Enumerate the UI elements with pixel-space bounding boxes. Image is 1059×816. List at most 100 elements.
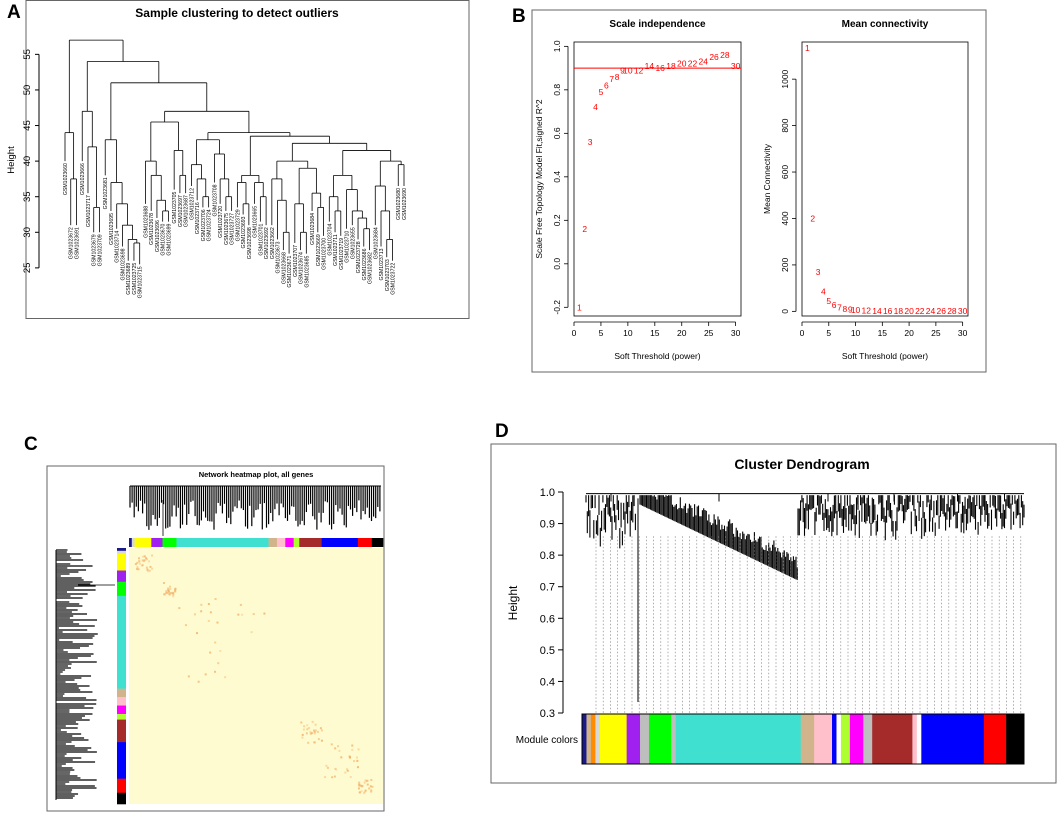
panel-c-module-strip-left bbox=[117, 570, 126, 583]
panel-a-leaf-label: GSM1023693 bbox=[241, 216, 247, 248]
panel-b-point-label: 30 bbox=[731, 61, 741, 71]
panel-a-leaf-label: GSM1023690 bbox=[402, 188, 408, 220]
panel-d-module-color-segment bbox=[586, 714, 592, 764]
panel-c-heat-cell bbox=[369, 785, 372, 788]
panel-b-point-label: 12 bbox=[634, 65, 644, 75]
panel-a-leaf-label: GSM1023669 bbox=[316, 234, 322, 266]
panel-b-y-tick-label: 0.2 bbox=[552, 214, 562, 226]
panel-c-heat-cell bbox=[167, 590, 170, 593]
panel-c-heat-cell bbox=[214, 670, 217, 673]
panel-c-heat-cell bbox=[330, 743, 333, 746]
panel-b-x-tick-label: 15 bbox=[650, 328, 660, 338]
panel-b-plot-title: Mean connectivity bbox=[842, 19, 929, 30]
panel-d-module-color-segment bbox=[648, 714, 672, 764]
panel-c-heat-cell bbox=[200, 610, 203, 613]
panel-b-y-tick-label: 800 bbox=[780, 118, 790, 132]
panel-c-heat-cell bbox=[312, 729, 315, 732]
panel-a-leaf-label: GSM1023713 bbox=[379, 248, 385, 280]
panel-a-leaf-label: GSM1023687 bbox=[184, 195, 190, 227]
panel-c-heat-cell bbox=[351, 748, 354, 751]
panel-c-heat-cell bbox=[324, 776, 327, 779]
panel-c-heat-cell bbox=[145, 558, 148, 561]
panel-a-leaf-label: GSM1023720 bbox=[218, 206, 224, 238]
panel-c-heat-cell bbox=[134, 563, 137, 566]
panel-a-leaf-label: GSM1023670 bbox=[161, 224, 167, 256]
panel-a-y-label: Height bbox=[6, 146, 17, 174]
panel-a-leaf-label: GSM1023666 bbox=[80, 163, 86, 195]
panel-c-module-strip-top bbox=[129, 538, 133, 547]
panel-d-frame bbox=[490, 443, 1057, 784]
panel-c-heat-cell bbox=[172, 593, 175, 596]
panel-a-y-tick-label: 30 bbox=[22, 227, 33, 238]
panel-b-point-label: 24 bbox=[699, 57, 709, 67]
panel-c-heat-cell bbox=[219, 649, 222, 652]
panel-c: Network heatmap plot, all genes bbox=[46, 465, 385, 812]
panel-b-point-label: 20 bbox=[904, 306, 914, 316]
panel-c-heat-cell bbox=[146, 568, 149, 571]
panel-c-heat-cell bbox=[357, 787, 360, 790]
panel-c-heat-cell bbox=[195, 632, 198, 635]
panel-c-heat-cell bbox=[148, 560, 151, 563]
panel-c-heat-cell bbox=[169, 591, 172, 594]
panel-a-leaf-label: GSM1023672 bbox=[69, 227, 75, 259]
panel-b-point-label: 4 bbox=[821, 287, 826, 297]
panel-a-leaf-label: GSM1023697 bbox=[178, 195, 184, 227]
panel-c-heat-cell bbox=[346, 769, 349, 772]
panel-d-module-color-segment bbox=[849, 714, 864, 764]
panel-a-leaf-label: GSM1023662 bbox=[270, 227, 276, 259]
panel-c-module-strip-top bbox=[131, 538, 135, 547]
panel-d-module-color-segment bbox=[595, 714, 601, 764]
panel-a-leaf-label: GSM1023727 bbox=[230, 213, 236, 245]
panel-a-leaf-label: GSM1023682 bbox=[368, 252, 374, 284]
panel-c-heat-cell bbox=[363, 791, 366, 794]
panel-d-module-bar-frame bbox=[581, 713, 1025, 765]
panel-a-leaf-label: GSM1023703 bbox=[385, 259, 391, 291]
panel-a-leaf-label: GSM1023674 bbox=[299, 252, 305, 284]
panel-c-heat-cell bbox=[163, 593, 166, 596]
panel-b-point-label: 26 bbox=[709, 52, 719, 62]
panel-letter-d: D bbox=[495, 421, 509, 442]
panel-a-y-tick-label: 35 bbox=[22, 191, 33, 202]
panel-c-heat-cell bbox=[165, 591, 168, 594]
panel-c-heat-cell bbox=[301, 733, 304, 736]
panel-c-heat-cell bbox=[300, 721, 303, 724]
panel-a-leaf-label: GSM1023698 bbox=[120, 248, 126, 280]
panel-c-heat-cell bbox=[356, 766, 359, 769]
panel-c-heat-cell bbox=[169, 587, 172, 590]
panel-c-heat-cell bbox=[368, 787, 371, 790]
panel-b-y-tick-label: -0.2 bbox=[552, 300, 562, 315]
panel-c-module-strip-top bbox=[371, 538, 384, 547]
panel-c-heat-cell bbox=[169, 585, 172, 588]
panel-b-y-tick-label: 0.8 bbox=[552, 84, 562, 96]
panel-b-x-tick-label: 5 bbox=[826, 328, 831, 338]
panel-a-leaf-label: GSM1023699 bbox=[166, 224, 172, 256]
panel-a-leaf-label: GSM1023675 bbox=[224, 213, 230, 245]
panel-c-heat-cell bbox=[306, 728, 309, 731]
panel-a-leaf-label: GSM1023673 bbox=[276, 241, 282, 273]
panel-a-leaf-label: GSM1023728 bbox=[356, 241, 362, 273]
panel-c-heat-cell bbox=[358, 781, 361, 784]
panel-d-module-color-segment bbox=[912, 714, 918, 764]
panel-b-point-label: 10 bbox=[623, 65, 633, 75]
panel-c-heat-cell bbox=[358, 783, 361, 786]
panel-a-leaf-label: GSM1023715 bbox=[138, 266, 144, 298]
panel-a-leaf-label: GSM1023686 bbox=[362, 248, 368, 280]
panel-c-module-strip-top bbox=[276, 538, 286, 547]
panel-b-point-label: 1 bbox=[805, 43, 810, 53]
panel-c-heat-cell bbox=[148, 569, 151, 572]
panel-b-point-label: 2 bbox=[810, 213, 815, 223]
panel-a-leaf-label: GSM1023681 bbox=[103, 177, 109, 209]
panel-a-y-tick-label: 25 bbox=[22, 263, 33, 274]
panel-c-heat-cell bbox=[165, 591, 168, 594]
panel-b-x-label: Soft Threshold (power) bbox=[842, 351, 928, 361]
panel-b-point-label: 14 bbox=[872, 306, 882, 316]
panel-a-leaf-label: GSM1023685 bbox=[304, 256, 310, 288]
panel-c-heat-cell bbox=[172, 595, 175, 598]
panel-c-module-strip-left bbox=[117, 719, 126, 743]
panel-b-point-label: 6 bbox=[832, 300, 837, 310]
panel-c-module-strip-left bbox=[117, 792, 126, 805]
panel-a-y-tick-label: 55 bbox=[22, 49, 33, 60]
panel-d-module-color-segment bbox=[836, 714, 842, 764]
panel-c-heat-cell bbox=[142, 560, 145, 563]
panel-c-heat-cell bbox=[326, 766, 329, 769]
